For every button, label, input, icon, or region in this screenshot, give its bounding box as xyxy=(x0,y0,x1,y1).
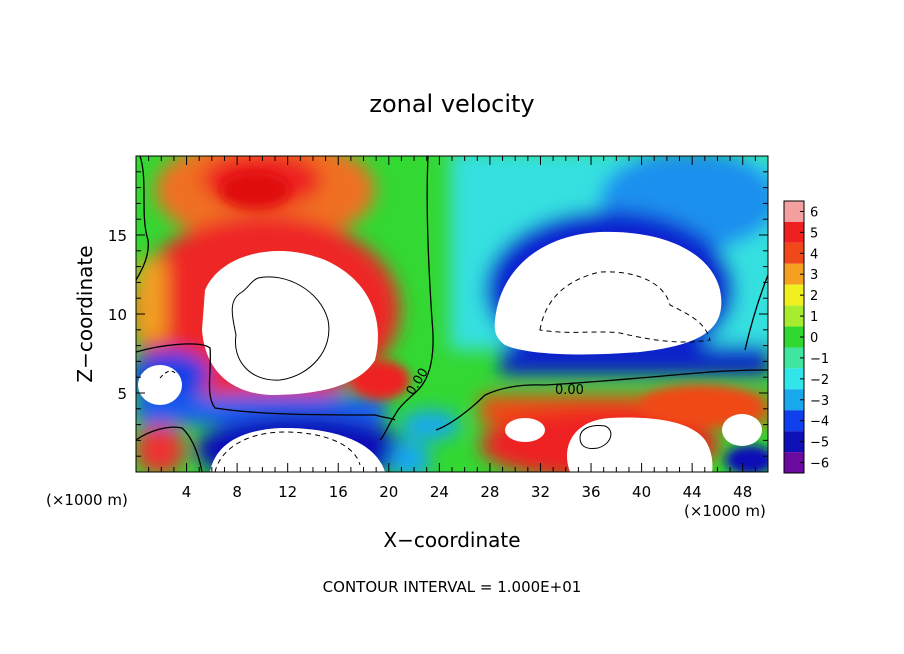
colorbar-swatch xyxy=(784,368,804,390)
x-tick-label: 16 xyxy=(329,483,348,501)
x-unit-left: (×1000 m) xyxy=(46,491,128,509)
chart-title: zonal velocity xyxy=(369,90,534,118)
colorbar-swatch xyxy=(784,221,804,243)
colorbar-swatch xyxy=(784,389,804,411)
x-tick-label: 28 xyxy=(480,483,499,501)
y-tick-label: 5 xyxy=(117,385,127,403)
colorbar-swatch xyxy=(784,305,804,327)
x-tick-label: 8 xyxy=(232,483,242,501)
x-tick-label: 4 xyxy=(182,483,192,501)
heatmap-field xyxy=(136,156,768,472)
y-axis: 5 10 15 xyxy=(108,171,768,457)
colorbar-swatch xyxy=(784,326,804,348)
y-tick-label: 15 xyxy=(108,227,127,245)
colorbar-swatch xyxy=(784,410,804,432)
colorbar-label: 1 xyxy=(810,310,818,325)
colorbar-label: 0 xyxy=(810,331,818,346)
colorbar-label: 3 xyxy=(810,268,818,283)
x-tick-label: 12 xyxy=(278,483,297,501)
y-tick-label: 10 xyxy=(108,306,127,324)
colorbar-label: 6 xyxy=(810,205,818,220)
colorbar-swatch xyxy=(784,347,804,369)
colorbar-label: −1 xyxy=(810,352,829,367)
x-tick-label: 40 xyxy=(632,483,651,501)
x-unit-right: (×1000 m) xyxy=(684,502,766,520)
x-tick-label: 48 xyxy=(733,483,752,501)
y-axis-label: Z−coordinate xyxy=(73,245,97,382)
colorbar-swatch xyxy=(784,431,804,453)
colorbar-label: −4 xyxy=(810,415,829,430)
x-tick-label: 20 xyxy=(379,483,398,501)
colorbar: 6 5 4 3 2 1 0 −1 −2 −3 −4 −5 −6 xyxy=(783,200,829,474)
contour-label: 0.00 xyxy=(555,383,584,398)
x-axis: 4 8 12 16 20 24 28 32 36 40 44 48 xyxy=(148,156,756,501)
x-tick-label: 32 xyxy=(531,483,550,501)
colorbar-label: −6 xyxy=(810,457,829,472)
x-tick-label: 24 xyxy=(430,483,449,501)
colorbar-label: −5 xyxy=(810,436,829,451)
contour-interval-note: CONTOUR INTERVAL = 1.000E+01 xyxy=(323,578,582,596)
colorbar-swatch xyxy=(784,201,804,222)
x-axis-label: X−coordinate xyxy=(383,528,520,552)
colorbar-label: −3 xyxy=(810,394,829,409)
x-tick-label: 44 xyxy=(683,483,702,501)
colorbar-label: 2 xyxy=(810,289,818,304)
colorbar-label: −2 xyxy=(810,373,829,388)
colorbar-swatch xyxy=(784,242,804,264)
colorbar-label: 5 xyxy=(810,226,818,241)
colorbar-swatch xyxy=(784,263,804,285)
x-tick-label: 36 xyxy=(581,483,600,501)
colorbar-label: 4 xyxy=(810,247,818,262)
colorbar-swatch xyxy=(784,284,804,306)
colorbar-swatch xyxy=(784,452,804,473)
